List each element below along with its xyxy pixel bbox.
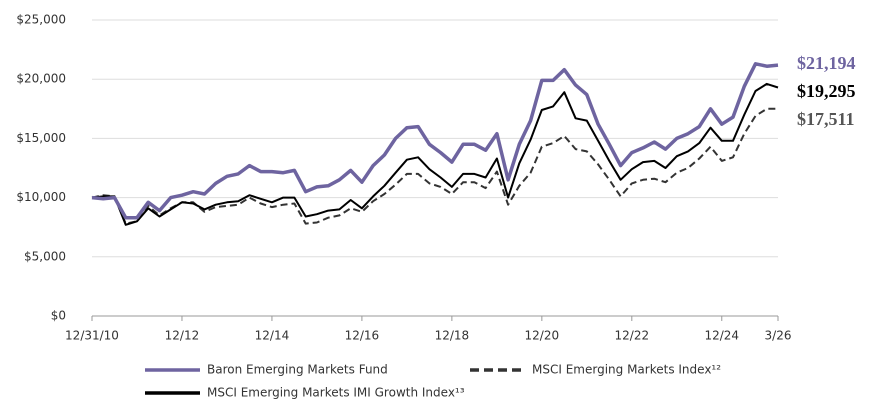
x-tick-label: 12/14 <box>255 329 290 343</box>
end-label: $21,194 <box>797 53 856 73</box>
y-tick-label: $25,000 <box>16 13 66 27</box>
x-tick-label: 12/12 <box>165 329 200 343</box>
y-tick-label: $15,000 <box>16 131 66 145</box>
series-line <box>91 82 779 226</box>
series-line <box>91 62 779 220</box>
y-tick-label: $0 <box>51 309 66 323</box>
x-tick-label: 3/26 <box>765 329 792 343</box>
end-label: $19,295 <box>797 81 856 101</box>
end-label: $17,511 <box>797 109 855 129</box>
x-tick-label: 12/24 <box>704 329 739 343</box>
x-tick-label: 12/20 <box>525 329 560 343</box>
y-tick-label: $20,000 <box>16 72 66 86</box>
series-line <box>91 107 779 225</box>
x-tick-label: 12/16 <box>345 329 380 343</box>
x-tick-label: 12/18 <box>435 329 470 343</box>
y-tick-label: $10,000 <box>16 190 66 204</box>
legend-label: MSCI Emerging Markets Index¹² <box>532 363 721 377</box>
x-tick-label: 12/31/10 <box>65 329 119 343</box>
legend-label: Baron Emerging Markets Fund <box>207 363 388 377</box>
x-tick-label: 12/22 <box>615 329 650 343</box>
y-tick-label: $5,000 <box>24 249 66 263</box>
legend-label: MSCI Emerging Markets IMI Growth Index¹³ <box>207 386 465 400</box>
